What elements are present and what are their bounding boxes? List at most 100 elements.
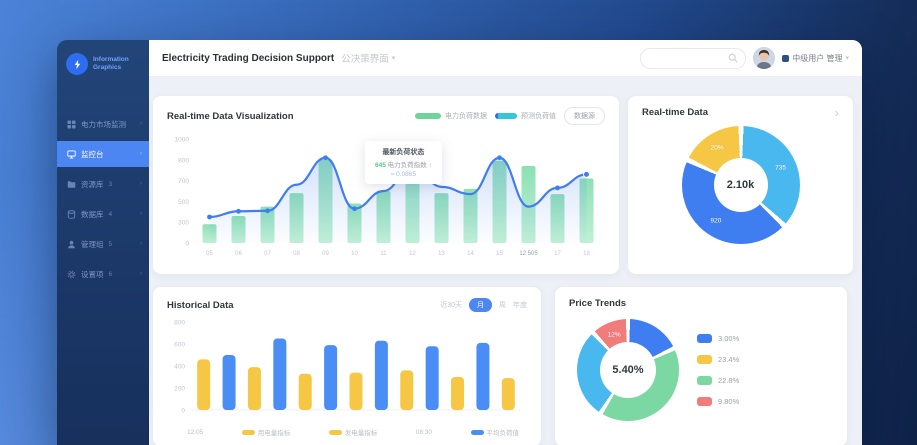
sidebar-item-label: 电力市场监测 [81,119,126,129]
time-filter-option[interactable]: 周 [499,302,506,309]
search-input[interactable] [640,47,747,69]
svg-text:12: 12 [409,251,416,257]
sidebar-item-link[interactable]: 管理组 5 › [57,231,149,257]
legend-label: 12:05 [187,428,204,436]
legend-label: 平均负荷值 [486,430,520,437]
sidebar-item-badge: 3 [108,180,113,188]
card-title: Real-time Data [642,107,708,118]
historical-bar-chart[interactable]: 800 600 400 200 0 [167,312,527,425]
market-monitor-icon [67,119,76,129]
legend-swatch [328,429,342,435]
sidebar-item-badge: 4 [108,210,113,218]
chevron-down-icon: ▾ [845,55,849,62]
legend-swatch-cyan [495,113,517,119]
sidebar-item-active[interactable]: 监控台 › [57,141,149,167]
time-filter-option[interactable]: 年度 [513,302,527,309]
settings-icon [67,270,76,279]
dashboard-window: Information Graphics 电力市场监测 › 监控台 › 资源库 3 › 数据库… [57,40,862,445]
sidebar-item-link[interactable]: 电力市场监测 › [57,111,149,137]
svg-text:800: 800 [174,320,185,327]
sidebar-item-badge: 6 [108,270,113,278]
legend-label: 9.80% [718,397,740,406]
svg-text:09: 09 [322,251,329,257]
chart-legend: 电力负荷数据 预测负荷值 数据源 [415,107,605,125]
card-title: Real-time Data Visualization [167,110,294,122]
chevron-right-icon: › [140,241,142,247]
chevron-right-icon: › [140,181,142,187]
slice-label: 920 [710,217,722,225]
legend-item[interactable]: 22.8% [697,376,739,385]
svg-text:08: 08 [293,251,300,257]
legend-swatch [697,355,712,364]
legend-item[interactable]: 12:05 [187,427,203,437]
view-switcher[interactable]: 公决策界面 ▾ [341,51,395,65]
svg-text:500: 500 [178,199,189,206]
legend-item[interactable]: 08:30 [416,427,432,437]
user-menu[interactable]: 中级用户 管理 ▾ [782,53,849,64]
sidebar-item-label: 设置项 [81,269,104,279]
card-historical-data: Historical Data 近30天月周年度 800 600 400 200 0 1… [153,287,541,445]
user-name: 中级用户 管理 [792,53,843,63]
svg-text:1000: 1000 [175,137,190,144]
time-filter-option[interactable]: 近30天 [440,302,462,309]
sidebar-item-label: 监控台 [81,149,104,159]
team-icon [67,240,76,249]
svg-text:06: 06 [235,251,242,257]
svg-text:11: 11 [380,251,387,257]
chevron-down-icon: ▾ [391,55,396,62]
sidebar-item-badge: 5 [108,240,113,248]
combo-chart[interactable]: 1000 800 700 500 300 0 05 06 07 08 09 10 11 12 13 14 15 1… [167,131,605,264]
time-filter-active[interactable]: 月 [469,298,492,312]
svg-text:07: 07 [264,251,271,257]
card-title: Price Trends [569,298,627,309]
sidebar-item-link[interactable]: 设置项 6 › [57,261,149,287]
svg-text:12 505: 12 505 [519,251,538,257]
price-donut-chart[interactable]: 12% 5.40% [577,319,679,421]
donut-center: 5.40% [600,342,656,398]
sidebar-item-label: 数据库 [81,209,104,219]
legend-item[interactable]: 3.00% [697,334,739,343]
legend-label: 23.4% [718,355,740,364]
legend-item[interactable]: 平均负荷值 [470,427,520,437]
legend-item-load[interactable]: 电力负荷数据 [415,111,487,121]
page-title: Electricity Trading Decision Support [162,52,335,64]
svg-text:600: 600 [174,342,185,349]
time-range-filters: 近30天月周年度 [440,298,527,312]
legend-label: 用电量指标 [257,430,291,437]
donut-center-value: 5.40% [612,364,644,376]
svg-text:0: 0 [181,408,185,415]
sidebar-menu: 电力市场监测 › 监控台 › 资源库 3 › 数据库 4 › 管理组 5 › 设置项 6 › [57,111,149,287]
expand-icon[interactable]: › [834,104,839,120]
sidebar-item-label: 资源库 [81,179,104,189]
legend-swatch [697,376,712,385]
realtime-donut-chart[interactable]: 735 920 20% 2.10k [681,126,800,244]
topbar: Electricity Trading Decision Support 公决策… [149,40,862,77]
avatar[interactable] [753,47,776,69]
sidebar-item-link[interactable]: 资源库 3 › [57,171,149,197]
slice-label: 20% [710,144,724,152]
brand-logo-icon [66,53,88,75]
svg-text:10: 10 [351,251,358,257]
brand: Information Graphics [57,40,149,85]
sidebar-item-link[interactable]: 数据库 4 › [57,201,149,227]
legend-label: 发电量指标 [344,430,378,437]
data-source-button[interactable]: 数据源 [564,107,605,125]
sidebar: Information Graphics 电力市场监测 › 监控台 › 资源库 3 › 数据库… [57,40,149,445]
dashboard-main: Real-time Data Visualization 电力负荷数据 预测负荷… [149,77,862,445]
brand-name: Information Graphics [93,55,129,71]
legend-item[interactable]: 用电量指标 [241,427,291,437]
card-price-trends: Price Trends 12% 5.40% 3.00% 23.4% 22.8% 9.8… [555,287,847,445]
legend-label: 3.00% [718,334,740,343]
legend-item-forecast[interactable]: 预测负荷值 [495,111,556,121]
resource-icon [67,180,76,189]
svg-text:800: 800 [178,157,189,164]
user-badge-icon [782,54,790,62]
legend-item[interactable]: 23.4% [697,355,739,364]
sidebar-item-label: 管理组 [81,239,104,249]
legend-label: 22.8% [718,376,740,385]
content-area: Electricity Trading Decision Support 公决策… [149,40,862,445]
legend-item[interactable]: 9.80% [697,397,739,406]
legend-item[interactable]: 发电量指标 [328,427,378,437]
svg-text:18: 18 [583,251,590,257]
chevron-right-icon: › [140,121,142,127]
